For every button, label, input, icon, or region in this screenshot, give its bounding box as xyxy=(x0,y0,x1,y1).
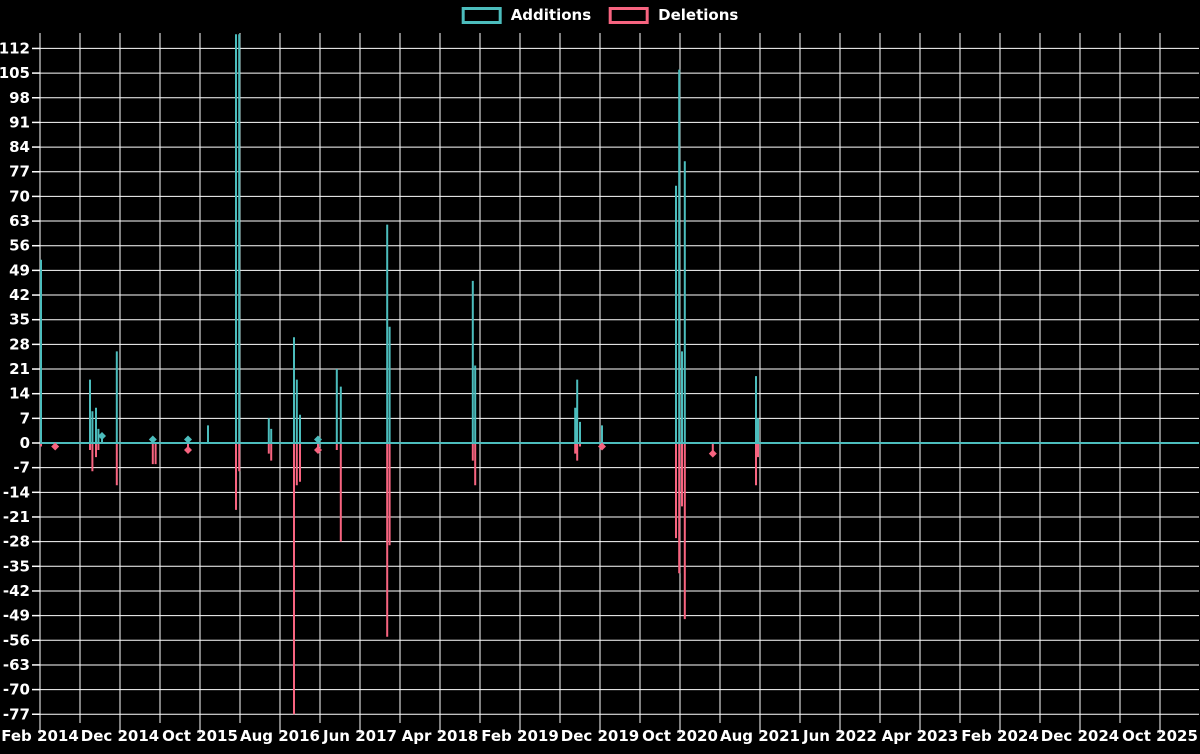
additions-point-marker xyxy=(98,431,106,440)
x-tick-label: Dec 2024 xyxy=(1041,727,1120,745)
x-tick-label: Feb 2014 xyxy=(1,727,79,745)
y-tick-label: 105 xyxy=(0,64,30,82)
y-tick-label: -7 xyxy=(13,459,30,477)
legend-label-deletions: Deletions xyxy=(658,6,739,24)
y-tick-label: 14 xyxy=(9,385,30,403)
y-tick-label: 84 xyxy=(9,138,30,156)
y-tick-label: 21 xyxy=(9,360,30,378)
deletions-point-marker xyxy=(184,446,192,455)
y-tick-label: -42 xyxy=(3,582,30,600)
chart-legend: Additions Deletions xyxy=(461,6,738,24)
additions-point-marker xyxy=(148,435,157,444)
y-tick-label: 77 xyxy=(9,163,30,181)
deletions-point-marker xyxy=(708,449,717,458)
y-tick-label: -21 xyxy=(3,508,30,526)
y-tick-label: 7 xyxy=(20,409,30,427)
x-tick-label: Feb 2024 xyxy=(961,727,1039,745)
y-tick-label: -70 xyxy=(3,681,30,699)
additions-swatch-icon xyxy=(461,7,502,24)
deletions-point-marker xyxy=(314,446,322,455)
y-tick-label: 56 xyxy=(9,237,30,255)
x-tick-label: Dec 2019 xyxy=(561,727,640,745)
x-tick-label: Oct 2025 xyxy=(1122,727,1198,745)
y-tick-label: 98 xyxy=(9,89,30,107)
legend-item-additions[interactable]: Additions xyxy=(461,6,592,24)
x-tick-label: Oct 2020 xyxy=(642,727,718,745)
x-tick-label: Aug 2021 xyxy=(720,727,800,745)
y-tick-label: -63 xyxy=(3,656,30,674)
y-tick-label: 0 xyxy=(20,434,30,452)
deletions-series xyxy=(40,442,1199,715)
x-tick-label: Apr 2023 xyxy=(882,727,959,745)
deletions-swatch-icon xyxy=(609,7,650,24)
y-tick-label: 42 xyxy=(9,286,30,304)
x-tick-label: Dec 2014 xyxy=(81,727,160,745)
y-tick-label: 91 xyxy=(9,113,30,131)
y-tick-label: -56 xyxy=(3,631,30,649)
y-tick-label: 49 xyxy=(9,261,30,279)
y-tick-label: 35 xyxy=(9,311,30,329)
legend-item-deletions[interactable]: Deletions xyxy=(609,7,738,24)
additions-point-marker xyxy=(314,435,322,444)
x-tick-label: Jun 2022 xyxy=(802,727,877,745)
x-tick-label: Apr 2018 xyxy=(402,727,479,745)
deletions-point-marker xyxy=(51,442,60,451)
x-tick-label: Oct 2015 xyxy=(162,727,238,745)
legend-label-additions: Additions xyxy=(510,6,592,24)
y-tick-label: 70 xyxy=(9,187,30,205)
y-tick-label: -77 xyxy=(3,705,30,723)
y-tick-label: 112 xyxy=(0,39,30,57)
additions-point-marker xyxy=(184,435,192,444)
x-tick-label: Feb 2019 xyxy=(481,727,559,745)
x-tick-label: Jun 2017 xyxy=(322,727,397,745)
additions-series xyxy=(40,34,1199,444)
y-tick-label: 28 xyxy=(9,335,30,353)
y-tick-label: -14 xyxy=(3,483,30,501)
y-tick-label: -35 xyxy=(3,557,30,575)
y-tick-label: 63 xyxy=(9,212,30,230)
y-tick-label: -49 xyxy=(3,607,30,625)
deletions-point-marker xyxy=(598,442,606,451)
y-tick-label: -28 xyxy=(3,533,30,551)
x-tick-label: Aug 2016 xyxy=(240,727,320,745)
